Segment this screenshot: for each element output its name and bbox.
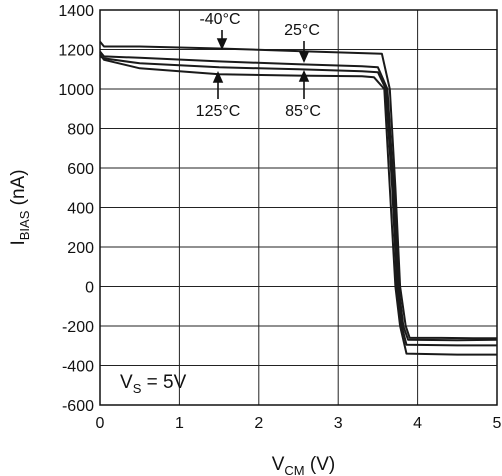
condition-note-main: V (120, 372, 133, 393)
y-axis-title-sub: BIAS (17, 210, 32, 240)
y-tick-label: -200 (62, 319, 94, 336)
x-tick-label: 3 (334, 415, 343, 432)
series-line (99, 53, 497, 356)
y-axis-title: IBIAS (nA) (8, 169, 32, 245)
arrow-head (216, 38, 228, 50)
x-axis-title: VCM (V) (272, 454, 336, 476)
condition-note: VS = 5V (120, 372, 187, 396)
y-tick-label: 400 (67, 201, 94, 218)
annotation-label: 85°C (285, 103, 321, 120)
y-tick-label: 200 (67, 240, 94, 257)
y-axis-title-unit: (nA) (8, 169, 29, 210)
x-tick-labels: 0 1 2 3 4 5 (96, 415, 502, 432)
x-tick-label: 5 (493, 415, 502, 432)
arrow-head (212, 71, 224, 83)
y-tick-label: -400 (62, 359, 94, 376)
y-tick-label: 600 (67, 161, 94, 178)
x-tick-label: 0 (96, 415, 105, 432)
annotation-label: -40°C (199, 11, 240, 28)
plot-frame (99, 9, 498, 406)
arrow-head (298, 70, 310, 82)
y-axis-title-main: I (8, 240, 29, 245)
y-tick-label: 0 (85, 280, 94, 297)
series-line (99, 40, 497, 340)
y-tick-label: -600 (62, 398, 94, 415)
x-tick-label: 1 (175, 415, 184, 432)
annotation-label: 125°C (196, 103, 241, 120)
condition-note-sub: S (133, 381, 142, 396)
series-line (99, 50, 498, 342)
x-tick-label: 2 (254, 415, 263, 432)
y-tick-labels: -600 -400 -200 0 200 400 600 800 1000 1200 1400 (58, 3, 94, 415)
x-axis-title-unit: (V) (305, 454, 336, 475)
x-axis-title-sub: CM (284, 463, 304, 476)
arrow-head (298, 51, 310, 63)
annotations: -40°C 25°C 125°C 85°C (196, 11, 321, 120)
series-line (99, 55, 497, 347)
condition-note-rest: = 5V (141, 372, 186, 393)
series-layer (99, 40, 498, 356)
y-tick-label: 1000 (58, 82, 94, 99)
y-tick-label: 1400 (58, 3, 94, 20)
x-tick-label: 4 (413, 415, 422, 432)
annotation-label: 25°C (284, 22, 320, 39)
y-tick-label: 800 (67, 122, 94, 139)
y-tick-label: 1200 (58, 43, 94, 60)
x-axis-title-main: V (272, 454, 285, 475)
